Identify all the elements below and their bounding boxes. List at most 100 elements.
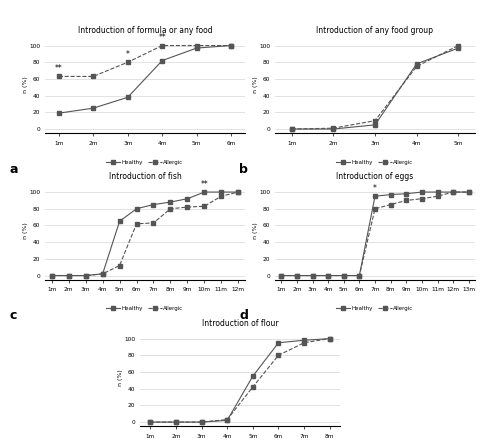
Line: Allergic: Allergic (50, 190, 240, 278)
Allergic (228, 43, 234, 48)
Text: **: ** (55, 64, 62, 73)
Healthy (326, 336, 332, 341)
Y-axis label: n (%): n (%) (252, 222, 258, 239)
Healthy (341, 273, 347, 278)
Healthy (194, 45, 200, 51)
Healthy (310, 273, 316, 278)
Line: Healthy: Healthy (290, 46, 460, 131)
Healthy (403, 191, 409, 196)
Legend: Healthy, Allergic: Healthy, Allergic (104, 304, 186, 313)
Allergic (356, 273, 362, 278)
Allergic (198, 420, 204, 425)
Allergic (466, 190, 472, 195)
Healthy (372, 194, 378, 199)
Healthy (330, 127, 336, 132)
Healthy (148, 420, 154, 425)
Allergic (310, 273, 316, 278)
Healthy (49, 273, 55, 278)
Line: Allergic: Allergic (290, 44, 460, 131)
Line: Allergic: Allergic (280, 190, 470, 278)
Legend: Healthy, Allergic: Healthy, Allergic (334, 304, 416, 313)
Healthy (356, 273, 362, 278)
Allergic (414, 64, 420, 69)
Allergic (134, 221, 140, 226)
Healthy (372, 122, 378, 127)
Allergic (173, 420, 179, 425)
Healthy (288, 127, 294, 132)
Healthy (276, 340, 281, 345)
Healthy (125, 95, 131, 100)
Legend: Healthy, Allergic: Healthy, Allergic (334, 158, 416, 167)
Healthy (116, 218, 122, 224)
Allergic (325, 273, 331, 278)
Line: Healthy: Healthy (280, 190, 470, 278)
Healthy (294, 273, 300, 278)
Allergic (148, 420, 154, 425)
Healthy (202, 190, 207, 195)
Allergic (90, 74, 96, 79)
Text: b: b (239, 163, 248, 175)
Text: *: * (373, 184, 377, 193)
Healthy (66, 273, 71, 278)
Text: c: c (9, 309, 16, 322)
Text: *: * (126, 50, 130, 59)
Healthy (466, 190, 472, 195)
Allergic (56, 74, 62, 79)
Healthy (456, 45, 462, 51)
Healthy (450, 190, 456, 195)
Allergic (372, 118, 378, 123)
Healthy (184, 196, 190, 202)
Healthy (159, 58, 165, 63)
Title: Introduction of any food group: Introduction of any food group (316, 26, 434, 35)
Healthy (100, 271, 105, 277)
Allergic (276, 353, 281, 358)
Allergic (419, 196, 425, 202)
Healthy (434, 190, 440, 195)
Allergic (330, 126, 336, 131)
Allergic (301, 340, 307, 345)
Healthy (235, 190, 241, 195)
Allergic (82, 273, 88, 278)
Allergic (388, 202, 394, 207)
Healthy (168, 199, 173, 205)
Text: a: a (9, 163, 18, 175)
Allergic (326, 336, 332, 341)
Allergic (218, 194, 224, 199)
Healthy (301, 337, 307, 343)
Allergic (288, 127, 294, 132)
Allergic (434, 194, 440, 199)
Healthy (198, 420, 204, 425)
Healthy (82, 273, 88, 278)
Allergic (159, 43, 165, 48)
Allergic (250, 385, 256, 390)
Allergic (456, 43, 462, 48)
Line: Healthy: Healthy (57, 44, 233, 115)
Title: Introduction of formula or any food: Introduction of formula or any food (78, 26, 212, 35)
Allergic (150, 220, 156, 226)
Allergic (450, 190, 456, 195)
Healthy (228, 43, 234, 48)
Y-axis label: n (%): n (%) (22, 222, 28, 239)
Healthy (325, 273, 331, 278)
Allergic (235, 190, 241, 195)
Healthy (173, 420, 179, 425)
Line: Allergic: Allergic (57, 44, 233, 78)
Allergic (278, 273, 284, 278)
Healthy (388, 192, 394, 197)
Allergic (184, 204, 190, 210)
Allergic (168, 206, 173, 211)
Allergic (125, 59, 131, 65)
Line: Healthy: Healthy (50, 190, 240, 278)
Healthy (414, 61, 420, 67)
Healthy (218, 190, 224, 195)
Y-axis label: n (%): n (%) (252, 76, 258, 93)
Allergic (294, 273, 300, 278)
Text: **: ** (200, 180, 208, 189)
Healthy (224, 418, 230, 423)
Allergic (49, 273, 55, 278)
Healthy (56, 111, 62, 116)
Allergic (341, 273, 347, 278)
Title: Introduction of fish: Introduction of fish (108, 172, 182, 181)
Allergic (372, 206, 378, 211)
Allergic (202, 204, 207, 209)
